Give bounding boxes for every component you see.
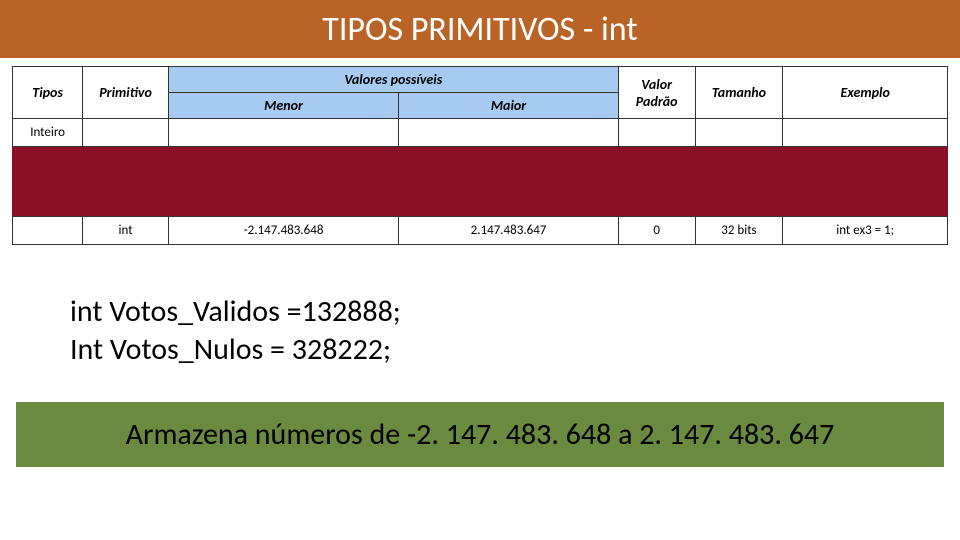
cell-int-exemplo: int ex3 = 1; — [783, 217, 948, 245]
col-maior: Maior — [399, 93, 618, 119]
col-menor: Menor — [168, 93, 398, 119]
cell-blank — [168, 119, 398, 147]
cell-int-tamanho: 32 bits — [695, 217, 783, 245]
category-row: Inteiro — [13, 119, 948, 147]
cell-int-padrao: 0 — [618, 217, 695, 245]
cell-int-tipos — [13, 217, 83, 245]
col-exemplo: Exemplo — [783, 67, 948, 119]
cell-int-menor: -2.147.483.648 — [168, 217, 398, 245]
slide-title: TIPOS PRIMITIVOS - int — [0, 0, 960, 58]
cell-blank — [783, 119, 948, 147]
int-row: int -2.147.483.648 2.147.483.647 0 32 bi… — [13, 217, 948, 245]
title-text: TIPOS PRIMITIVOS - int — [322, 9, 637, 50]
cell-int-primitivo: int — [83, 217, 169, 245]
cell-blank — [399, 119, 618, 147]
footer-text: Armazena números de -2. 147. 483. 648 a … — [126, 416, 835, 453]
col-valores-possiveis: Valores possíveis — [168, 67, 618, 93]
footer-note: Armazena números de -2. 147. 483. 648 a … — [16, 402, 944, 467]
maroon-cell — [13, 147, 948, 217]
col-primitivo: Primitivo — [83, 67, 169, 119]
col-tamanho: Tamanho — [695, 67, 783, 119]
col-valor-padrao: Valor Padrão — [618, 67, 695, 119]
code-line-1: int Votos_Validos =132888; — [70, 293, 960, 331]
cell-blank — [83, 119, 169, 147]
cell-blank — [618, 119, 695, 147]
cell-int-maior: 2.147.483.647 — [399, 217, 618, 245]
cell-inteiro: Inteiro — [13, 119, 83, 147]
types-table-wrap: Tipos Primitivo Valores possíveis Valor … — [0, 58, 960, 245]
types-table: Tipos Primitivo Valores possíveis Valor … — [12, 66, 948, 245]
code-line-2: Int Votos_Nulos = 328222; — [70, 331, 960, 369]
header-row-1: Tipos Primitivo Valores possíveis Valor … — [13, 67, 948, 93]
code-example: int Votos_Validos =132888; Int Votos_Nul… — [70, 293, 960, 368]
cell-blank — [695, 119, 783, 147]
maroon-row — [13, 147, 948, 217]
col-tipos: Tipos — [13, 67, 83, 119]
